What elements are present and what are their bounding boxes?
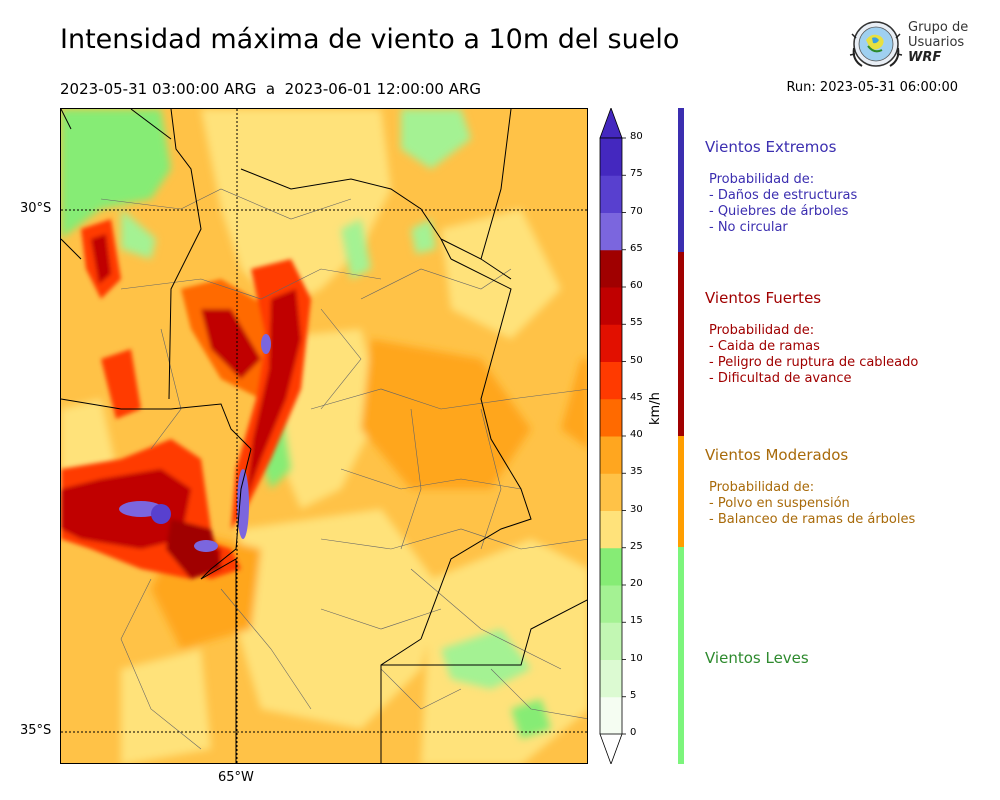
- globe-logo-icon: [849, 21, 903, 67]
- category-bar-strong: [678, 252, 684, 436]
- colorbar-segment: [600, 138, 622, 176]
- category-desc-line: - Daños de estructuras: [709, 188, 858, 203]
- category-bar-light: [678, 547, 684, 764]
- category-desc-strong: Probabilidad de: - Caida de ramas - Peli…: [709, 323, 918, 387]
- colorbar-tick-label: 40: [630, 429, 643, 440]
- colorbar-segment: [600, 510, 622, 549]
- colorbar-tick-label: 60: [630, 280, 643, 291]
- category-desc-line: Probabilidad de:: [709, 480, 815, 495]
- logo-text-line3: WRF: [908, 50, 942, 65]
- category-desc-line: Probabilidad de:: [709, 172, 815, 187]
- category-bar-moderate: [678, 436, 684, 547]
- wind-field-canvas: [61, 109, 587, 763]
- colorbar-tick-label: 25: [630, 540, 643, 552]
- lat-label-30s: 30°S: [20, 201, 52, 216]
- category-desc-line: - Dificultad de avance: [709, 371, 852, 386]
- wrf-logo: Grupo de Usuarios WRF: [848, 18, 973, 73]
- lon-label-65w: 65°W: [218, 770, 254, 785]
- colorbar-segment: [600, 473, 622, 511]
- category-title-strong: Vientos Fuertes: [705, 289, 822, 307]
- colorbar-segment: [600, 547, 622, 586]
- colorbar: [599, 108, 626, 764]
- colorbar-segment: [600, 361, 622, 400]
- colorbar-segment: [600, 622, 622, 660]
- colorbar-segment: [600, 212, 622, 251]
- map-title: Intensidad máxima de viento a 10m del su…: [60, 24, 680, 55]
- category-desc-line: - Caida de ramas: [709, 339, 820, 354]
- colorbar-tick-label: 30: [630, 503, 643, 515]
- colorbar-segment: [600, 175, 622, 213]
- logo-text-line1: Grupo de: [908, 20, 969, 35]
- colorbar-tick-label: 15: [630, 615, 643, 627]
- colorbar-segment: [600, 287, 622, 325]
- colorbar-unit-label: km/h: [648, 392, 663, 425]
- colorbar-segment: [600, 249, 622, 288]
- category-desc-line: - Polvo en suspensión: [709, 496, 850, 511]
- category-desc-line: Probabilidad de:: [709, 323, 815, 338]
- colorbar-tick-label: 0: [630, 727, 637, 738]
- colorbar-tick-label: 65: [630, 242, 643, 254]
- category-desc-line: - No circular: [709, 220, 788, 235]
- graticule: [61, 109, 587, 763]
- category-title-moderate: Vientos Moderados: [705, 446, 849, 464]
- colorbar-tick-label: 35: [630, 466, 643, 478]
- department-boundaries: [100, 188, 587, 750]
- extreme-wind-patches: [119, 334, 271, 552]
- run-timestamp: Run: 2023-05-31 06:00:00: [786, 80, 958, 95]
- logo-text-line2: Usuarios: [908, 35, 965, 50]
- wind-map[interactable]: [60, 108, 588, 764]
- colorbar-segment: [600, 398, 622, 437]
- colorbar-tick-label: 10: [630, 652, 643, 664]
- colorbar-min-arrow: [599, 733, 623, 764]
- category-desc-line: - Quiebres de árboles: [709, 204, 849, 219]
- lat-label-35s: 35°S: [20, 723, 52, 738]
- colorbar-tick-label: 70: [630, 205, 643, 217]
- colorbar-segment: [600, 436, 622, 474]
- colorbar-segment: [600, 324, 622, 362]
- category-desc-line: - Balanceo de ramas de árboles: [709, 512, 916, 527]
- colorbar-tick-label: 80: [630, 131, 643, 142]
- category-title-light: Vientos Leves: [705, 649, 809, 667]
- colorbar-segment: [600, 659, 622, 698]
- category-bar-extreme: [678, 108, 684, 252]
- colorbar-segment: [600, 696, 622, 735]
- colorbar-max-arrow: [599, 108, 623, 139]
- category-desc-extreme: Probabilidad de: - Daños de estructuras …: [709, 172, 857, 236]
- category-desc-line: - Peligro de ruptura de cableado: [709, 355, 919, 370]
- colorbar-tick-label: 20: [630, 578, 643, 589]
- colorbar-tick-label: 75: [630, 168, 643, 180]
- category-title-extreme: Vientos Extremos: [705, 138, 837, 156]
- colorbar-tick-label: 45: [630, 391, 643, 403]
- forecast-period: 2023-05-31 03:00:00 ARG a 2023-06-01 12:…: [60, 80, 482, 98]
- colorbar-tick-label: 5: [630, 689, 637, 701]
- colorbar-segment: [600, 585, 622, 623]
- colorbar-tick-label: 50: [630, 354, 643, 366]
- category-desc-moderate: Probabilidad de: - Polvo en suspensión -…: [709, 480, 915, 528]
- colorbar-tick-label: 55: [630, 317, 643, 329]
